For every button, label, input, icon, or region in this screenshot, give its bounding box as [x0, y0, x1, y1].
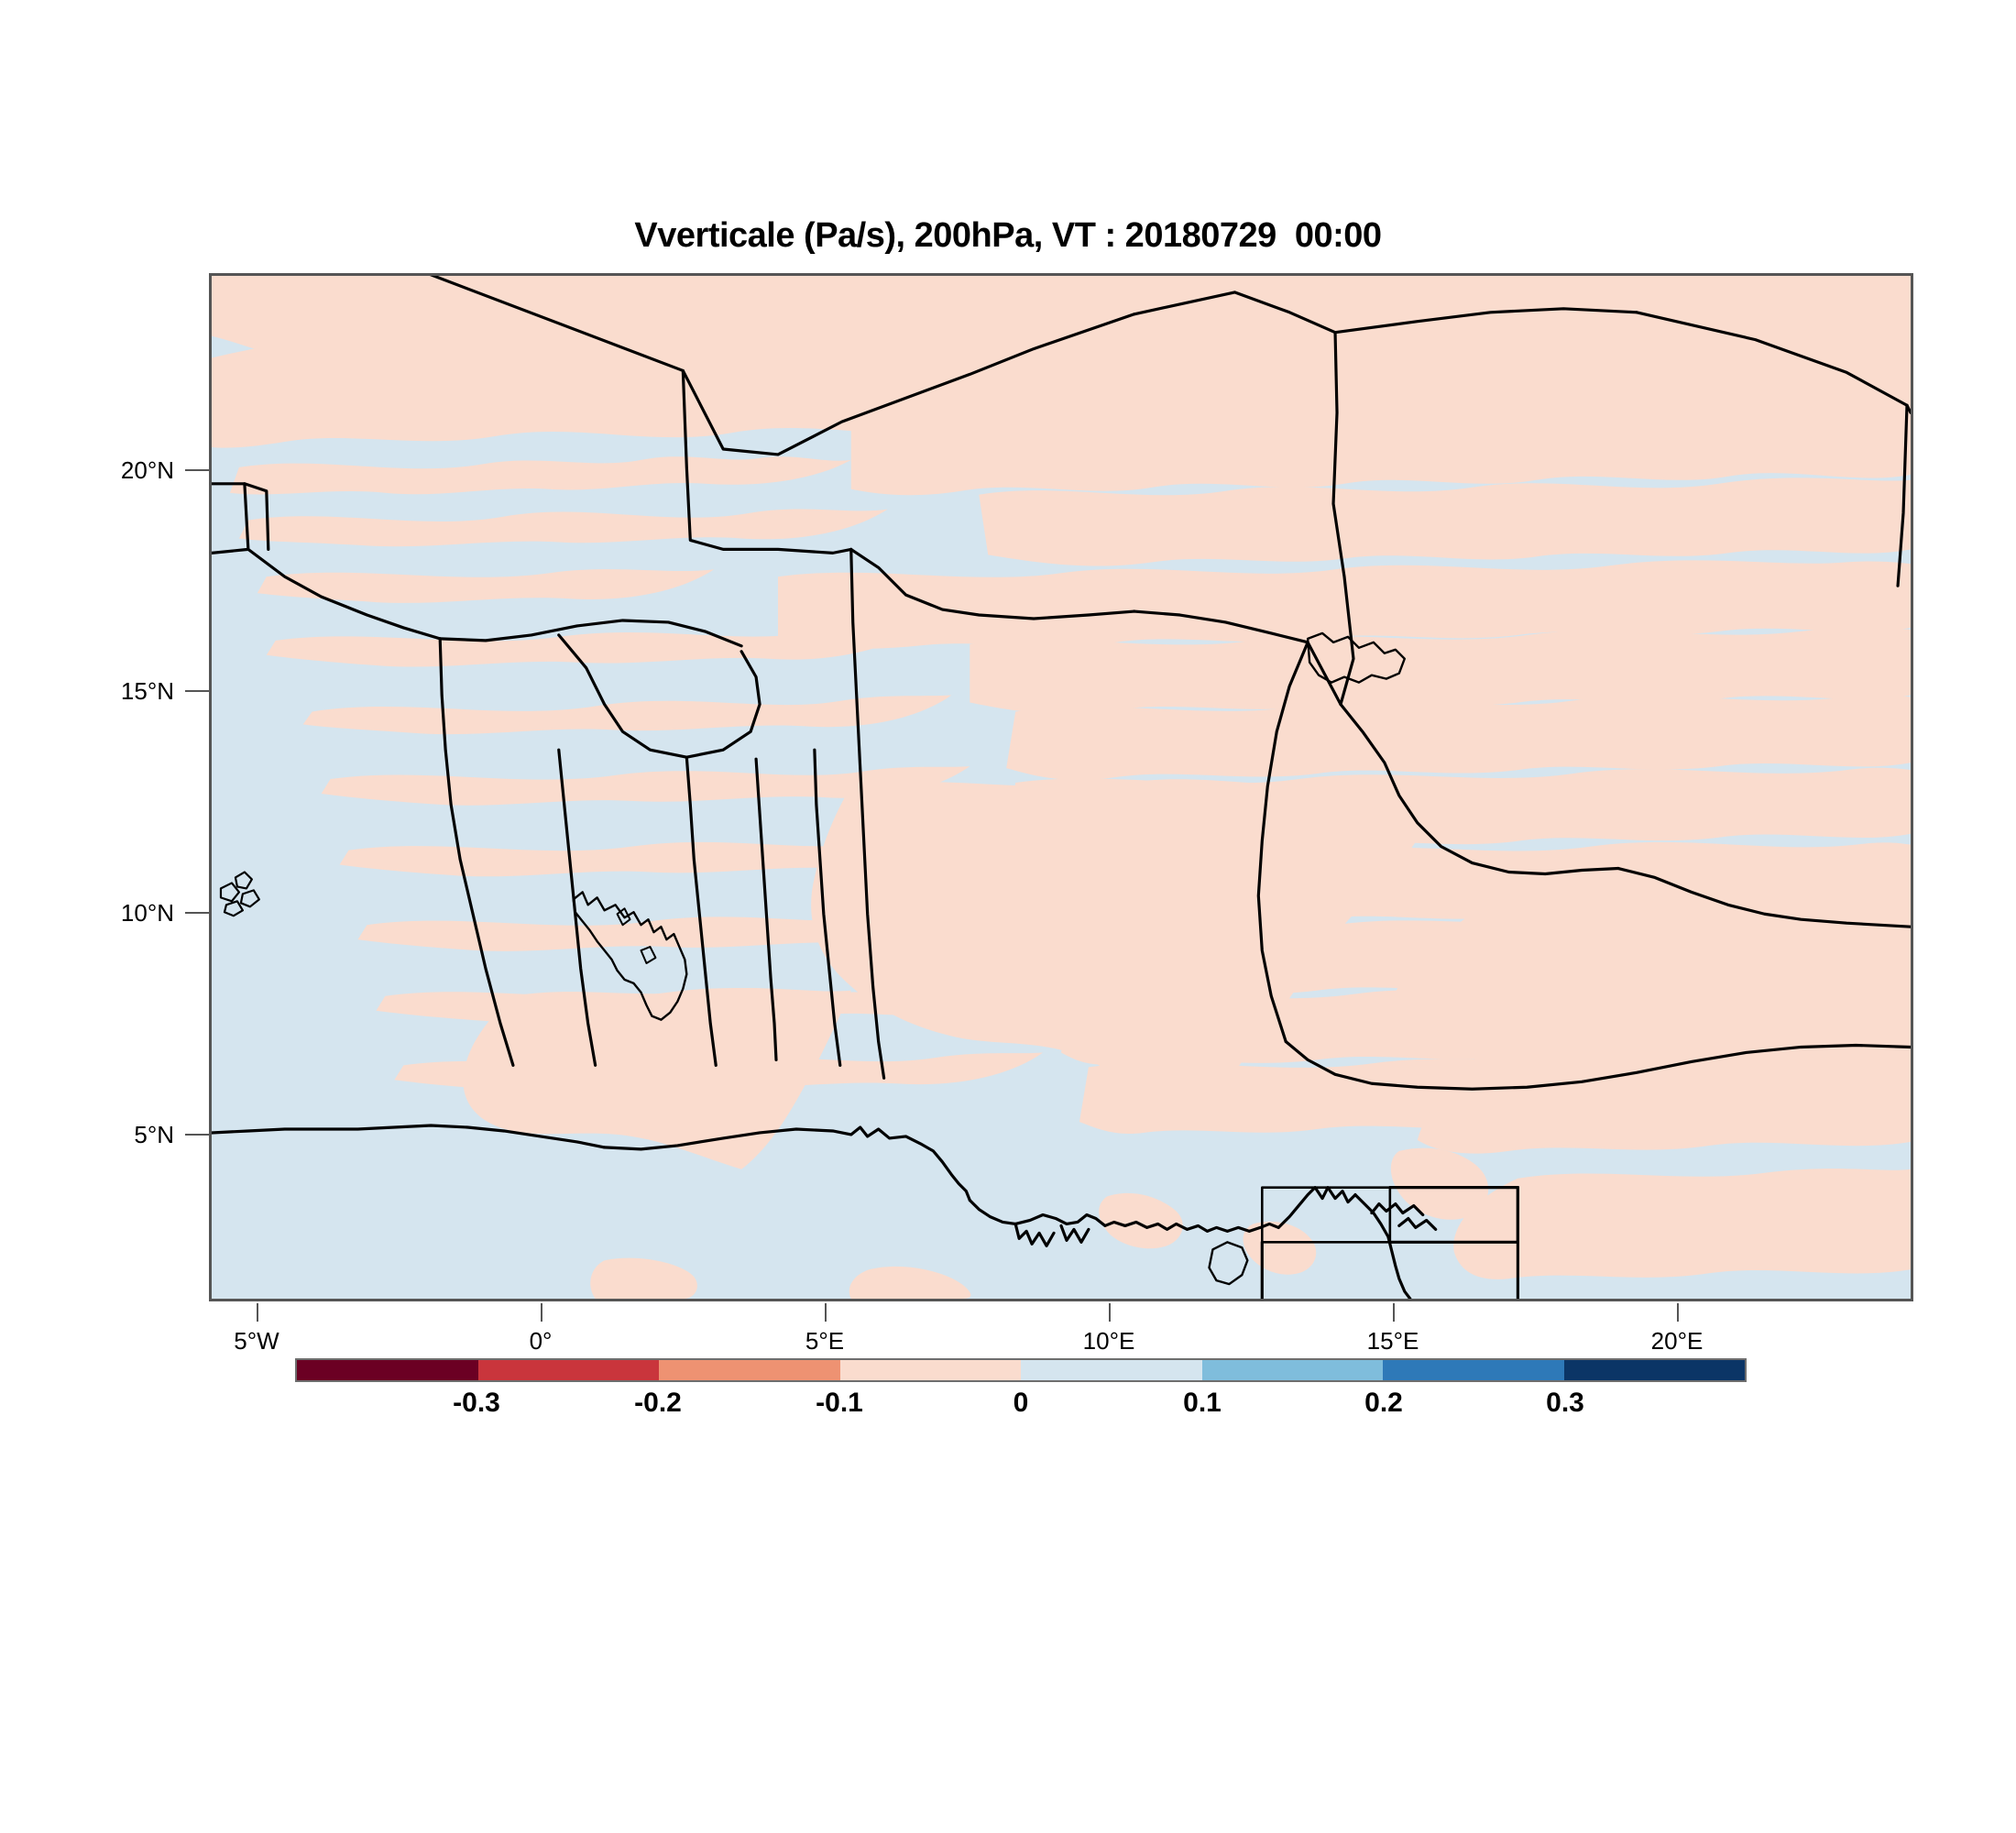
lon-tick-15e: [1393, 1303, 1395, 1322]
colorbar-segment-6: [1383, 1360, 1564, 1380]
lon-label-0: 0°: [529, 1327, 553, 1355]
lon-tick-20e: [1677, 1303, 1679, 1322]
lat-label-10: 10°N: [120, 899, 174, 927]
colorbar-segment-7: [1563, 1360, 1745, 1380]
lat-label-20: 20°N: [120, 456, 174, 484]
lat-tick-10: [185, 912, 209, 914]
lon-tick-0: [541, 1303, 542, 1322]
map-plot-area[interactable]: [209, 273, 1913, 1301]
colorbar-segment-3: [839, 1360, 1021, 1380]
country-borders-layer: [212, 276, 1911, 1299]
colorbar-tick-label-1: -0.2: [634, 1388, 682, 1418]
colorbar-tick-label-2: -0.1: [816, 1388, 863, 1418]
colorbar-segment-1: [477, 1360, 659, 1380]
colorbar-tick-label-5: 0.2: [1364, 1388, 1403, 1418]
page-title: Vverticale (Pa/s), 200hPa, VT : 20180729…: [634, 216, 1382, 255]
lat-tick-5: [185, 1134, 209, 1136]
border-algeria-mali: [429, 276, 1136, 456]
field-negative-blobs: [212, 276, 1911, 1299]
lat-label-15: 15°N: [120, 677, 174, 705]
lon-label-10e: 10°E: [1082, 1327, 1135, 1355]
colorbar-segment-2: [659, 1360, 840, 1380]
colorbar-tick-label-6: 0.3: [1546, 1388, 1584, 1418]
colorbar-tick-label-4: 0.1: [1183, 1388, 1222, 1418]
lon-label-5w: 5°W: [234, 1327, 279, 1355]
lon-label-15e: 15°E: [1366, 1327, 1419, 1355]
lon-label-20e: 20°E: [1650, 1327, 1704, 1355]
lon-tick-5w: [257, 1303, 258, 1322]
map-field-svg: [212, 276, 1911, 1299]
colorbar-segment-4: [1021, 1360, 1202, 1380]
colorbar-segment-5: [1201, 1360, 1383, 1380]
lon-label-5e: 5°E: [805, 1327, 845, 1355]
lon-tick-10e: [1109, 1303, 1111, 1322]
colorbar-segment-0: [297, 1360, 478, 1380]
colorbar[interactable]: [295, 1358, 1747, 1382]
lat-tick-20: [185, 469, 209, 471]
lat-tick-15: [185, 690, 209, 692]
lat-label-5: 5°N: [134, 1121, 174, 1148]
colorbar-tick-label-0: -0.3: [453, 1388, 500, 1418]
lon-tick-5e: [825, 1303, 827, 1322]
colorbar-tick-label-3: 0: [1013, 1388, 1029, 1418]
